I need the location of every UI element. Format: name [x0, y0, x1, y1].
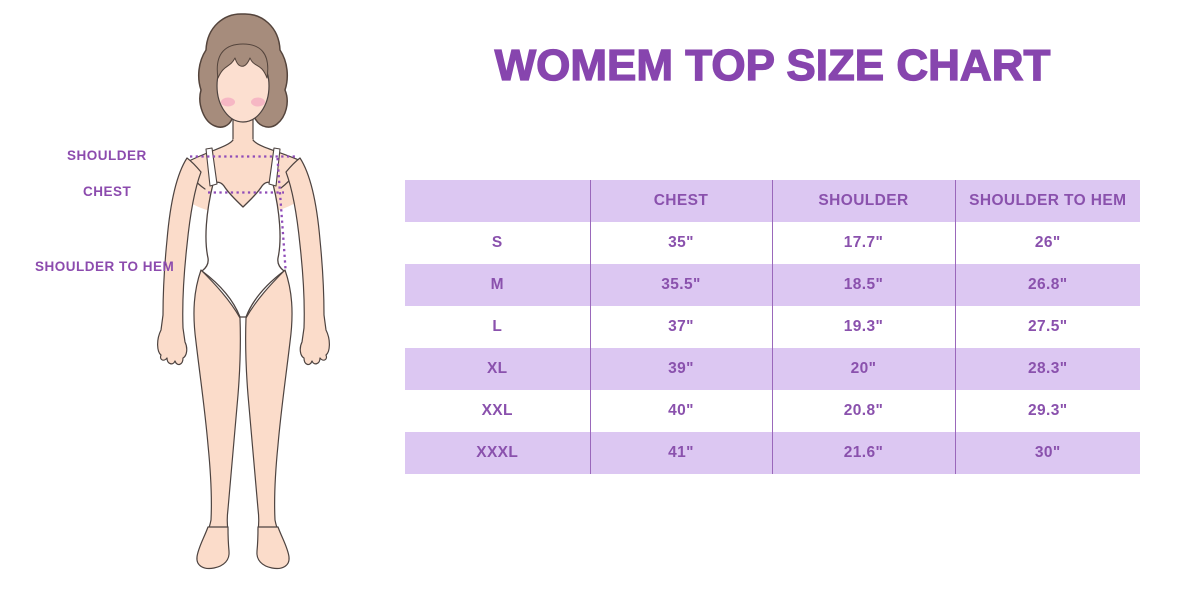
chest-cell: 37" [589, 306, 772, 348]
chest-cell: 40" [589, 390, 772, 432]
left-arm [157, 157, 202, 366]
table-row-xl: XL 39" 20" 28.3" [405, 348, 1140, 390]
left-blush [221, 97, 235, 107]
shoulder-cell: 17.7" [771, 222, 955, 264]
shoulder-to-hem-measure-label: SHOULDER TO HEM [35, 259, 175, 274]
chest-cell: 35.5" [589, 264, 772, 306]
shoulder-to-hem-cell: 30" [954, 432, 1140, 474]
left-foot [196, 526, 230, 570]
header-row: CHEST SHOULDER SHOULDER TO HEM [405, 180, 1140, 222]
table-row-s: S 35" 17.7" 26" [405, 222, 1140, 264]
shoulder-cell: 20.8" [771, 390, 955, 432]
size-table: CHEST SHOULDER SHOULDER TO HEM S 35" 17.… [405, 180, 1140, 474]
chest-cell: 35" [589, 222, 772, 264]
shoulder-cell: 21.6" [771, 432, 955, 474]
size-cell: M [405, 264, 590, 306]
page-title: WOMEM TOP SIZE CHART [494, 41, 1051, 90]
shoulder-cell: 20" [771, 348, 955, 390]
column-header-chest: CHEST [589, 180, 772, 222]
shoulder-to-hem-cell: 29.3" [954, 390, 1140, 432]
shoulder-cell: 19.3" [771, 306, 955, 348]
shoulder-cell: 18.5" [771, 264, 955, 306]
shoulder-to-hem-cell: 27.5" [954, 306, 1140, 348]
hair-fringe [216, 43, 269, 79]
column-header-shoulder: SHOULDER [771, 180, 955, 222]
left-leg [193, 269, 241, 531]
size-cell: XL [405, 348, 590, 390]
right-leg [245, 269, 293, 531]
size-cell: XXXL [405, 432, 590, 474]
chest-cell: 39" [589, 348, 772, 390]
chest-cell: 41" [589, 432, 772, 474]
shoulder-to-hem-dotted-line [276, 157, 287, 270]
shoulder-measure-label: SHOULDER [67, 148, 147, 163]
table-row-m: M 35.5" 18.5" 26.8" [405, 264, 1140, 306]
table-row-xxxl: XXXL 41" 21.6" 30" [405, 432, 1140, 474]
chest-measure-label: CHEST [83, 184, 132, 199]
right-foot [256, 526, 290, 570]
table-row-l: L 37" 19.3" 27.5" [405, 306, 1140, 348]
chest-skin [185, 139, 301, 215]
right-arm [285, 157, 330, 366]
right-blush [251, 97, 265, 107]
shoulder-to-hem-cell: 28.3" [954, 348, 1140, 390]
shoulder-outline-right [252, 139, 302, 162]
column-header-shoulder-to-hem: SHOULDER TO HEM [954, 180, 1140, 222]
size-cell: XXL [481, 402, 513, 419]
woman-body-figure [157, 13, 330, 570]
size-cell: S [491, 234, 503, 251]
size-cell: L [492, 318, 503, 335]
leotard [201, 181, 285, 318]
shoulder-to-hem-cell: 26" [954, 222, 1140, 264]
shoulder-outline-left [184, 139, 234, 164]
shoulder-to-hem-cell: 26.8" [954, 264, 1140, 306]
column-header-size [405, 180, 590, 222]
table-row-xxl: XXL 40" 20.8" 29.3" [405, 390, 1140, 432]
